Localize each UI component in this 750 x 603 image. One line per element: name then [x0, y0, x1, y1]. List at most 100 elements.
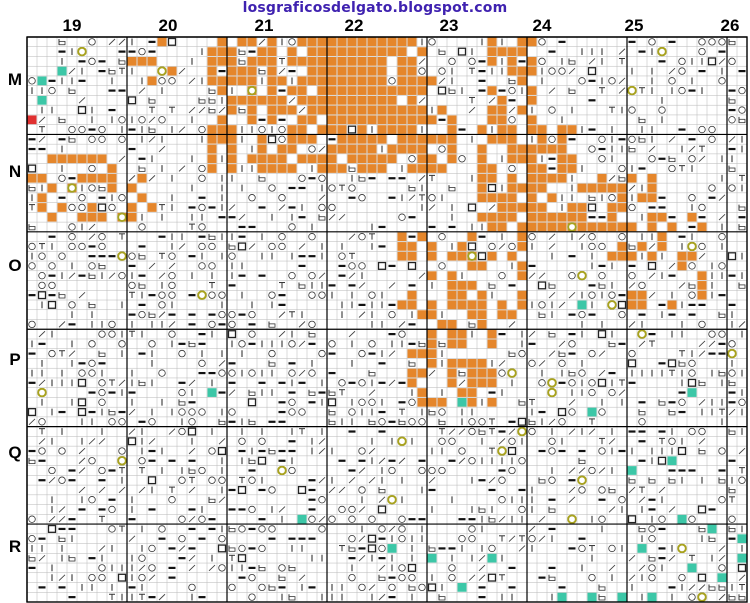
circle-symbol	[458, 535, 466, 543]
column-header-26: 26	[720, 16, 740, 35]
slash-symbol	[518, 545, 526, 552]
site-title[interactable]: losgraficosdelgato.blogspot.com	[242, 0, 508, 16]
orange-stitch-cell	[457, 290, 467, 300]
slash-symbol	[628, 574, 636, 581]
slash-symbol	[58, 574, 66, 581]
orange-stitch-cell	[357, 125, 367, 134]
orange-stitch-cell	[437, 397, 447, 407]
orange-stitch-cell	[627, 222, 637, 232]
orange-stitch-cell	[367, 154, 377, 164]
orange-stitch-cell	[397, 300, 407, 310]
circle-symbol	[438, 67, 446, 75]
b-symbol-bowl	[698, 381, 706, 387]
orange-stitch-cell	[67, 154, 77, 164]
slash-symbol	[478, 574, 486, 581]
circle-symbol	[138, 457, 146, 465]
slash-symbol	[678, 282, 686, 289]
orange-stitch-cell	[487, 222, 497, 232]
orange-stitch-cell	[477, 183, 487, 193]
slash-symbol	[318, 447, 326, 455]
slash-symbol	[298, 574, 306, 581]
orange-stitch-cell	[627, 290, 637, 300]
circle-symbol	[188, 408, 196, 416]
slash-symbol	[78, 457, 86, 464]
orange-stitch-cell	[407, 105, 417, 115]
circle-symbol	[348, 535, 356, 543]
circle-symbol	[378, 418, 386, 426]
circle-symbol	[218, 291, 226, 299]
orange-stitch-cell	[567, 203, 577, 212]
orange-stitch-cell	[377, 105, 387, 115]
square-symbol	[487, 183, 497, 193]
slash-symbol	[608, 506, 616, 513]
teal-stitch-cell	[737, 553, 747, 563]
b-symbol-bowl	[728, 430, 736, 435]
circle-symbol	[418, 466, 426, 475]
orange-stitch-cell	[527, 173, 537, 183]
orange-stitch-cell	[217, 86, 227, 95]
circle-symbol	[48, 281, 56, 290]
orange-stitch-cell	[227, 144, 237, 154]
orange-stitch-cell	[267, 164, 277, 173]
circle-symbol	[298, 174, 306, 182]
slash-symbol	[198, 106, 206, 114]
orange-stitch-cell	[327, 66, 337, 76]
orange-stitch-cell	[677, 251, 687, 261]
orange-stitch-cell	[337, 125, 347, 134]
circle-symbol	[168, 252, 176, 260]
circle-symbol	[588, 573, 596, 582]
square-symbol	[737, 563, 747, 572]
slash-symbol	[148, 116, 156, 123]
orange-stitch-cell	[227, 66, 237, 76]
orange-stitch-cell	[507, 134, 517, 144]
circle-symbol	[138, 310, 146, 319]
orange-stitch-cell	[107, 183, 117, 193]
circle-symbol	[358, 194, 366, 202]
circle-symbol	[588, 349, 596, 358]
circle-symbol	[588, 388, 596, 397]
olive-ring-symbol	[277, 465, 287, 476]
orange-stitch-cell	[277, 105, 287, 115]
slash-symbol	[318, 194, 326, 201]
orange-stitch-cell	[207, 56, 217, 66]
orange-stitch-cell	[527, 56, 537, 66]
slash-symbol	[158, 145, 166, 153]
slash-symbol	[718, 545, 726, 552]
circle-symbol	[48, 262, 56, 270]
column-header-21: 21	[254, 16, 274, 35]
orange-stitch-cell	[417, 115, 427, 125]
orange-stitch-cell	[667, 300, 677, 310]
circle-symbol	[688, 427, 696, 436]
b-symbol-bowl	[268, 362, 276, 367]
circle-symbol	[248, 369, 256, 377]
square-symbol	[597, 330, 607, 339]
orange-stitch-cell	[607, 251, 617, 261]
circle-symbol	[718, 233, 726, 241]
orange-stitch-cell	[37, 173, 47, 183]
circle-symbol	[728, 184, 736, 192]
slash-symbol	[618, 87, 626, 94]
orange-stitch-cell	[617, 203, 627, 212]
b-symbol-bowl	[98, 265, 106, 270]
circle-symbol	[98, 573, 106, 582]
orange-stitch-cell	[497, 212, 507, 222]
circle-symbol	[688, 515, 696, 523]
b-symbol-bowl	[738, 226, 746, 231]
orange-stitch-cell	[247, 115, 257, 125]
orange-stitch-cell	[417, 164, 427, 173]
circle-symbol	[658, 515, 666, 523]
circle-symbol	[328, 340, 336, 348]
b-symbol-bowl	[638, 138, 646, 143]
orange-stitch-cell	[427, 339, 437, 349]
circle-symbol	[178, 408, 186, 416]
orange-stitch-cell	[327, 115, 337, 125]
slash-symbol	[508, 106, 516, 114]
slash-symbol	[338, 214, 346, 221]
slash-symbol	[288, 97, 296, 104]
square-symbol	[77, 378, 87, 387]
slash-symbol	[548, 418, 556, 425]
orange-stitch-cell	[277, 144, 287, 154]
orange-stitch-cell	[467, 310, 477, 319]
olive-ring-symbol	[77, 46, 87, 57]
circle-symbol	[418, 418, 426, 426]
